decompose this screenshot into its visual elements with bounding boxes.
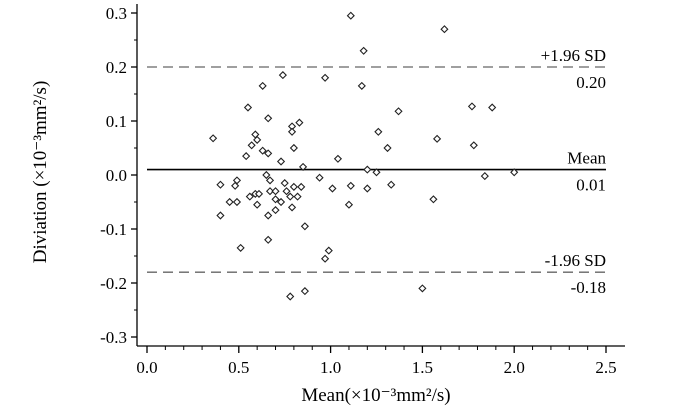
scatter-point [278,71,287,80]
scatter-point [315,173,324,182]
scatter-point [300,287,309,296]
scatter-point [359,46,368,55]
x-tick-label: 2.5 [595,358,616,377]
upper-limit-value: 0.20 [576,73,606,92]
scatter-point [236,243,245,252]
scatter-point [357,81,366,90]
scatter-point [344,200,354,209]
scatter-point [346,181,355,190]
scatter-point [469,141,478,150]
scatter-point [254,189,264,198]
scatter-point [258,146,267,155]
scatter-point [243,103,253,112]
scatter-point [265,187,275,196]
scatter-point [253,135,262,144]
scatter-point [245,192,254,201]
scatter-point [271,206,280,215]
mean-label: Mean [567,149,606,168]
scatter-point [231,181,240,190]
scatter-point [271,187,280,196]
scatter-point [253,200,262,209]
scatter-point [287,203,297,212]
scatter-point [262,170,271,180]
scatter-point [363,184,372,193]
axes: 0.3 0.2 0.1 0.0 -0.1 -0.2 -0.3 0.0 0.5 1.0 1.5 2.0 2… [100,4,625,377]
scatter-point [216,180,225,189]
scatter-point [321,73,330,82]
mean-value: 0.01 [576,176,606,195]
lower-limit-label: -1.96 SD [545,251,606,270]
scatter-point [374,127,383,136]
y-tick-label: -0.1 [100,220,127,239]
scatter-point [293,192,302,201]
scatter-point [324,246,333,255]
x-tick-label: 1.5 [412,358,433,377]
scatter-point [216,211,225,220]
scatter-point [363,165,372,174]
y-tick-label: -0.3 [100,328,127,347]
scatter-point [333,154,343,163]
x-tick-label: 0.0 [136,358,157,377]
scatter-point [286,192,295,201]
y-tick-label: -0.2 [100,274,127,293]
x-tick-label: 0.5 [228,358,249,377]
scatter-point [264,211,273,220]
y-tick-label: 0.3 [106,4,127,23]
scatter-point [242,152,251,161]
scatter-point [276,197,286,207]
scatter-point [295,118,304,127]
lower-limit-value: -0.18 [571,278,606,297]
scatter-point [510,168,519,177]
scatter-point [480,172,489,181]
scatter-point [383,143,392,153]
upper-limit-label: +1.96 SD [541,46,606,65]
scatter-point [440,25,449,34]
y-tick-label: 0.1 [106,112,127,131]
scatter-point [433,134,442,143]
scatter-point [286,292,295,301]
y-axis-label: Diviation (×10⁻³mm²/s) [30,81,51,264]
y-tick-label: 0.2 [106,58,127,77]
scatter-point [297,182,306,191]
x-tick-label: 2.0 [504,358,525,377]
scatter-point [394,107,403,116]
scatter-point [282,187,291,196]
scatter-point [276,157,286,166]
scatter-point [247,141,256,150]
scatter-point [287,127,297,136]
scatter-point [346,11,355,20]
data-points [209,11,519,301]
scatter-point [264,235,273,244]
scatter-point [321,254,330,263]
reference-lines: +1.96 SD 0.20 Mean 0.01 -1.96 SD -0.18 [147,46,606,297]
scatter-point [271,195,280,204]
scatter-point [328,184,337,193]
scatter-point [232,197,242,207]
scatter-point [209,134,218,143]
scatter-point [225,197,234,207]
x-tick-label: 1.0 [320,358,341,377]
scatter-point [264,114,273,123]
scatter-point [467,102,477,111]
scatter-point [298,162,308,171]
scatter-point [488,103,497,112]
scatter-point [258,81,267,90]
y-tick-label: 0.0 [106,166,127,185]
scatter-point [418,284,427,293]
scatter-point [280,179,289,188]
scatter-point [264,149,273,158]
x-axis-label: Mean(×10⁻³mm²/s) [301,385,450,406]
scatter-point [387,180,396,189]
scatter-point [289,182,298,191]
scatter-point [265,176,275,185]
scatter-point [300,222,309,231]
scatter-point [372,168,381,177]
scatter-point [429,195,438,204]
scatter-point [289,143,298,153]
